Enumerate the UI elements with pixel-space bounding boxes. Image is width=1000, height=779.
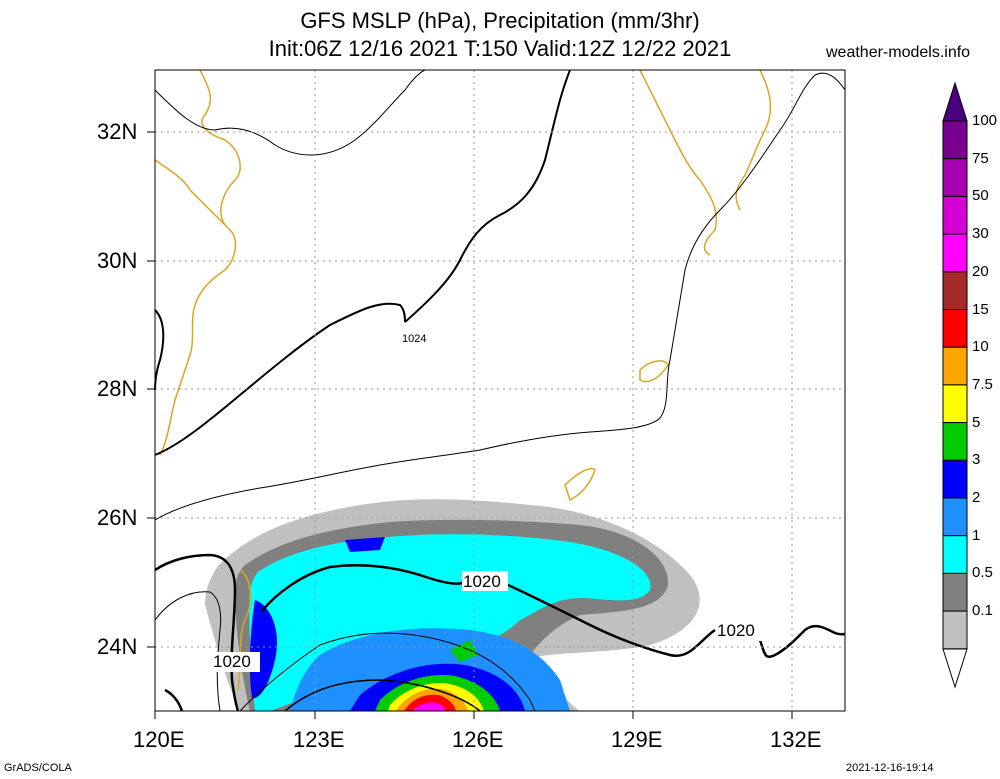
chart-subtitle: Init:06Z 12/16 2021 T:150 Valid:12Z 12/2… [268, 36, 732, 61]
lat-label-28n: 28N [97, 376, 138, 401]
map-frame [154, 69, 846, 712]
chart-title: GFS MSLP (hPa), Precipitation (mm/3hr) [300, 8, 700, 33]
site-label: weather-models.info [826, 44, 971, 61]
colorbar-label: 100 [972, 112, 998, 129]
lon-label-126e: 126E [452, 727, 504, 752]
colorbar-label: 30 [972, 225, 989, 243]
colorbar-bottom-arrow [942, 648, 968, 689]
lon-label-123e: 123E [293, 727, 345, 752]
axis-ticks [147, 131, 793, 719]
colorbar-label: 10 [972, 338, 989, 356]
isobar-label-1024: 1024 [402, 333, 426, 345]
isobar-labels: 1024 1020 1020 1020 [212, 333, 764, 672]
lat-label-24n: 24N [97, 634, 138, 659]
colorbar-swatch [942, 309, 968, 348]
isobar-label-1020-east: 1020 [717, 621, 755, 640]
colorbar [942, 81, 968, 689]
colorbar-swatch [942, 271, 968, 310]
colorbar-label: 3 [972, 451, 981, 469]
colorbar-swatch [942, 120, 968, 160]
lat-lon-grid [155, 70, 845, 711]
lat-label-32n: 32N [97, 119, 138, 144]
colorbar-label: 0.5 [972, 564, 993, 582]
colorbar-swatch [942, 572, 968, 612]
lon-label-132e: 132E [770, 727, 822, 752]
colorbar-label: 0.1 [972, 602, 993, 620]
colorbar-label: 2 [972, 489, 981, 506]
colorbar-label: 75 [972, 149, 989, 167]
lat-label-30n: 30N [97, 248, 138, 273]
timestamp-label: 2021-12-16-19:14 [846, 762, 934, 774]
colorbar-label: 1 [972, 526, 981, 544]
colorbar-swatch [942, 346, 968, 386]
isobar-label-1020-west: 1020 [213, 652, 251, 671]
colorbar-swatch [942, 233, 968, 273]
lat-label-26n: 26N [97, 505, 138, 530]
credit-label: GrADS/COLA [4, 762, 72, 774]
coastlines [154, 69, 772, 691]
lon-label-120e: 120E [133, 727, 185, 752]
colorbar-swatch [942, 610, 968, 650]
lon-label-129e: 129E [611, 727, 663, 752]
colorbar-label: 7.5 [972, 375, 993, 393]
colorbar-label: 15 [972, 300, 989, 318]
colorbar-label: 5 [972, 413, 981, 431]
colorbar-top-arrow [942, 81, 968, 122]
isobar-label-1020-center: 1020 [463, 572, 501, 591]
colorbar-swatch [942, 384, 968, 424]
colorbar-swatch [942, 195, 968, 235]
colorbar-swatch [942, 535, 968, 574]
colorbar-swatch [942, 459, 968, 499]
colorbar-label: 50 [972, 187, 989, 205]
colorbar-swatch [942, 158, 968, 197]
precipitation-field [205, 499, 700, 711]
colorbar-label: 20 [972, 262, 989, 280]
colorbar-swatch [942, 497, 968, 537]
colorbar-swatch [942, 422, 968, 461]
